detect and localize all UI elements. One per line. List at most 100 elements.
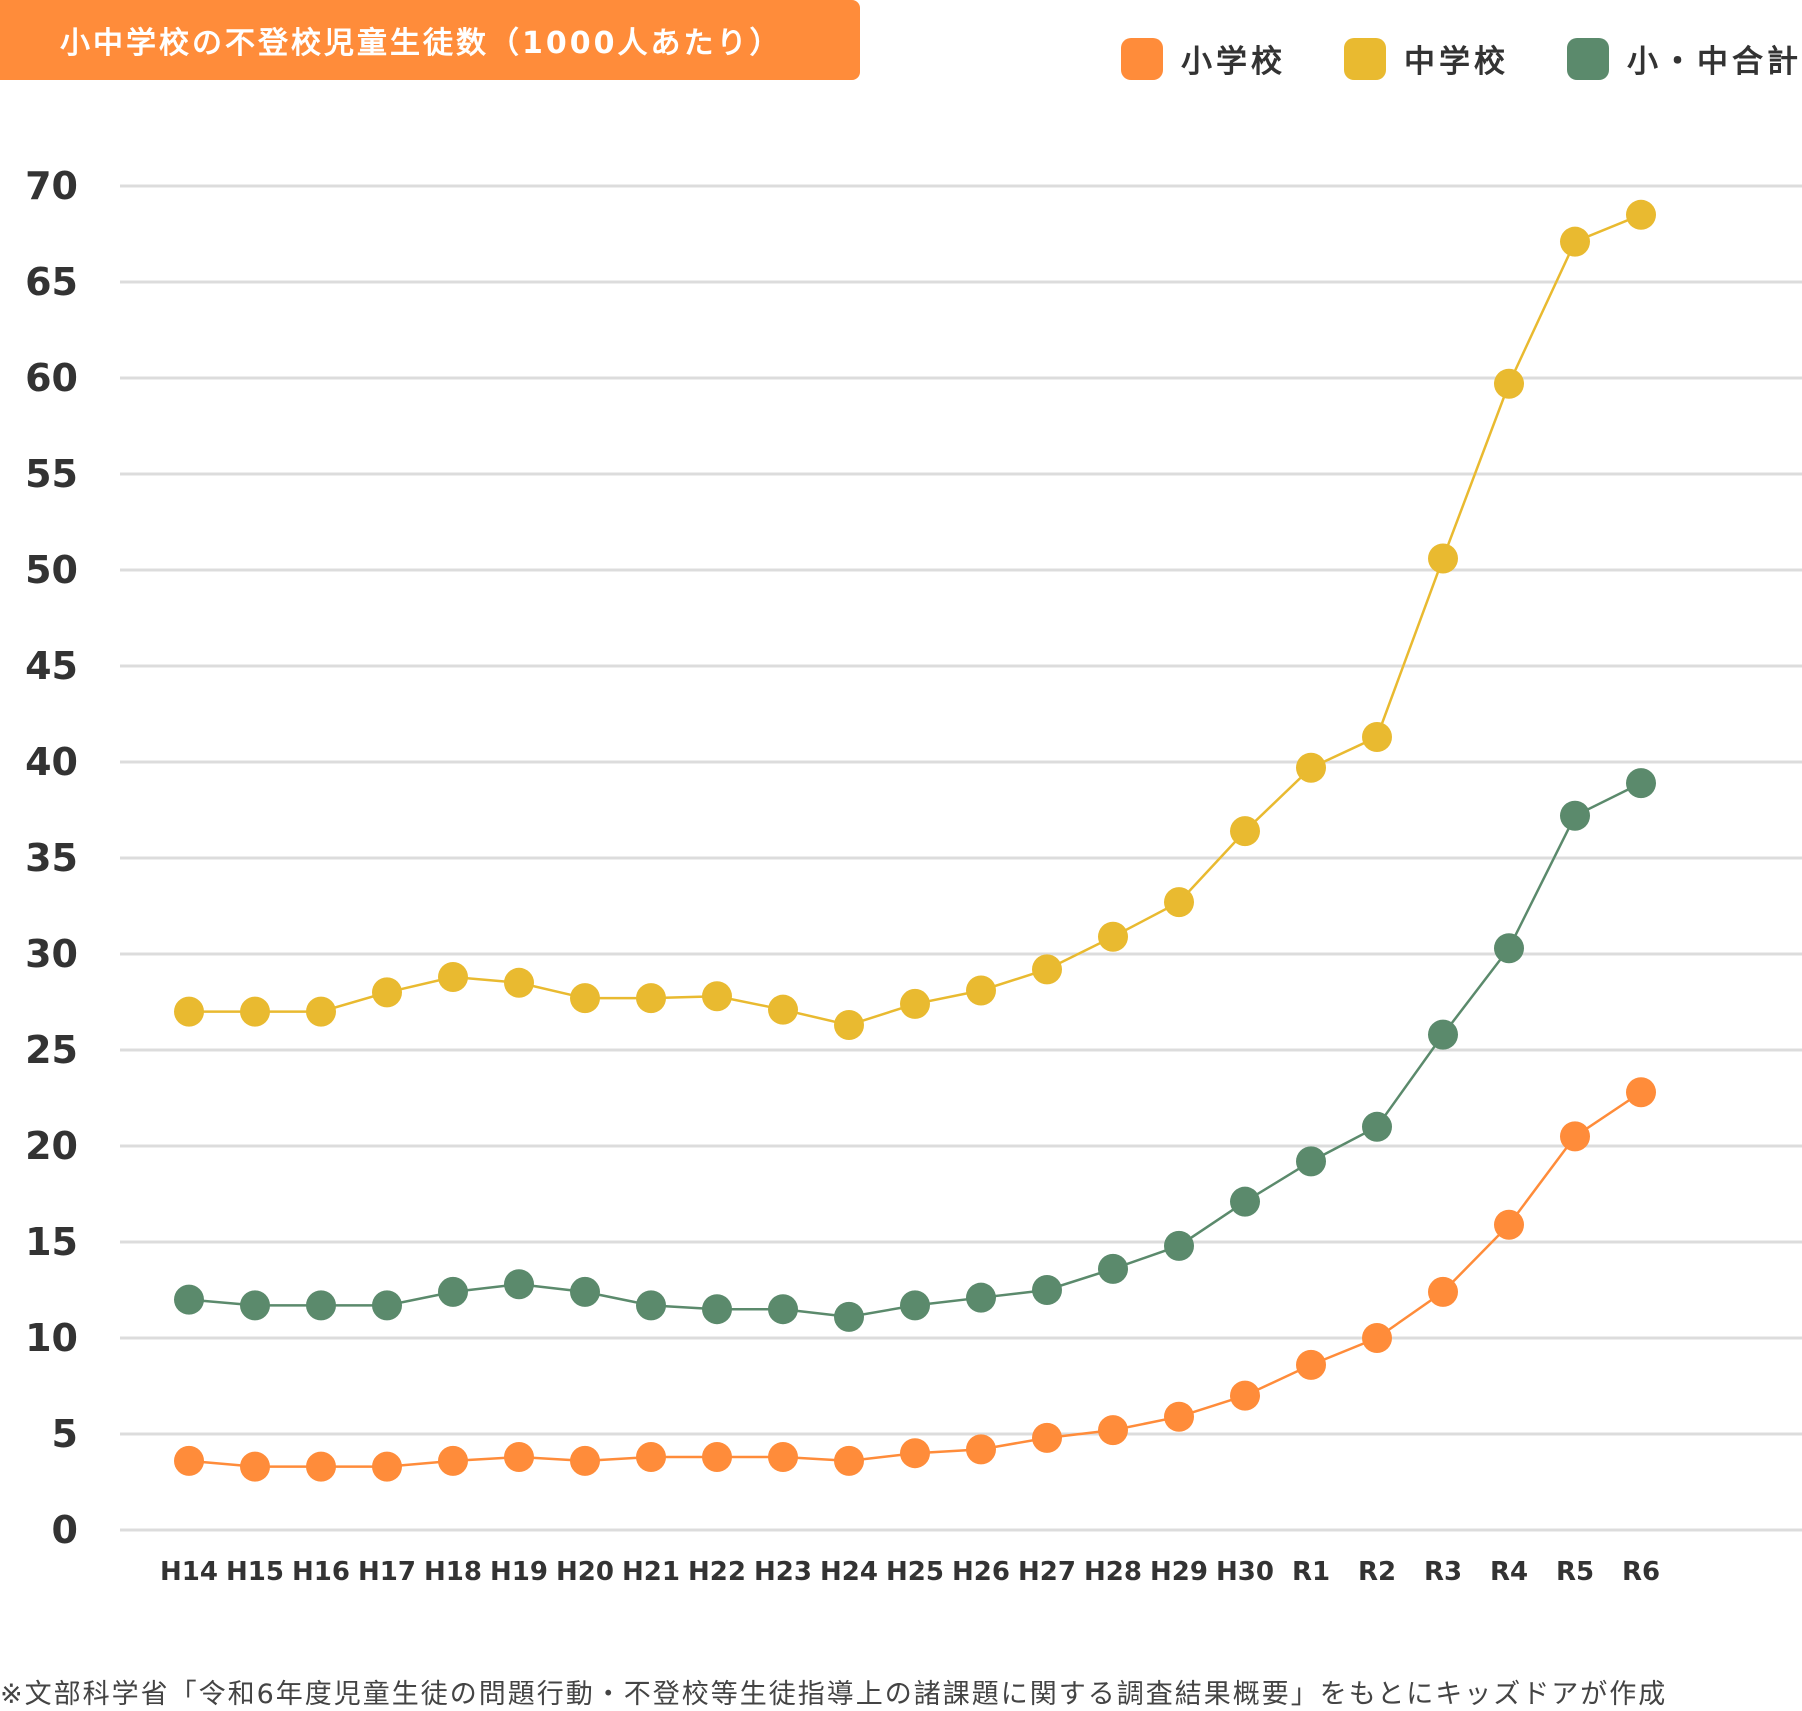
series-2-point xyxy=(1626,768,1656,799)
x-tick-label: R5 xyxy=(1556,1557,1594,1587)
legend-item-total: 小・中合計 xyxy=(1567,36,1802,81)
series-0-point xyxy=(372,1451,402,1482)
series-1-point xyxy=(702,981,732,1012)
series-1-point xyxy=(1560,226,1590,257)
legend-swatch-junior-high xyxy=(1344,37,1386,80)
x-tick-label: H18 xyxy=(424,1557,482,1587)
series-2-point xyxy=(570,1276,600,1307)
y-tick-label: 5 xyxy=(52,1412,78,1456)
series-0-point xyxy=(1626,1077,1656,1108)
series-1-point xyxy=(1494,368,1524,399)
x-tick-label: R6 xyxy=(1622,1557,1660,1587)
series-2-point xyxy=(1560,800,1590,831)
series-0-point xyxy=(966,1434,996,1465)
legend-swatch-total xyxy=(1567,37,1609,80)
y-tick-label: 40 xyxy=(25,740,78,784)
series-0-point xyxy=(1032,1422,1062,1453)
y-tick-label: 25 xyxy=(25,1028,78,1072)
series-1-point xyxy=(1164,887,1194,918)
series-1-point xyxy=(372,977,402,1008)
y-tick-label: 35 xyxy=(25,836,78,880)
series-1-point xyxy=(1626,199,1656,230)
series-0-point xyxy=(174,1445,204,1476)
series-1-point xyxy=(1428,543,1458,574)
chart-title: 小中学校の不登校児童生徒数（1000人あたり） xyxy=(0,0,860,80)
series-0-point xyxy=(306,1451,336,1482)
y-tick-label: 50 xyxy=(25,548,78,592)
series-1-point xyxy=(900,988,930,1019)
legend-label-total: 小・中合計 xyxy=(1627,44,1802,80)
series-2-point xyxy=(702,1294,732,1325)
series-2-point xyxy=(636,1290,666,1321)
series-1-point xyxy=(306,996,336,1027)
x-tick-label: H22 xyxy=(688,1557,746,1587)
series-2-point xyxy=(1032,1275,1062,1305)
x-tick-label: H21 xyxy=(622,1557,680,1587)
series-1-point xyxy=(768,994,798,1025)
series-1-point xyxy=(1296,752,1326,783)
series-2-point xyxy=(768,1294,798,1325)
y-tick-label: 65 xyxy=(25,260,78,304)
series-1-point xyxy=(636,983,666,1014)
series-0-point xyxy=(438,1445,468,1476)
legend: 小学校 中学校 小・中合計 xyxy=(1063,36,1802,81)
series-1-point xyxy=(834,1010,864,1041)
x-tick-label: R4 xyxy=(1490,1557,1528,1587)
series-2-point xyxy=(174,1284,204,1315)
series-2-point xyxy=(438,1276,468,1307)
series-0-point xyxy=(1230,1380,1260,1411)
series-1-point xyxy=(1032,954,1062,985)
y-tick-label: 20 xyxy=(25,1124,78,1168)
x-tick-label: H15 xyxy=(226,1557,284,1587)
series-2-point xyxy=(306,1290,336,1321)
legend-label-junior-high: 中学校 xyxy=(1404,44,1509,80)
series-0-point xyxy=(1098,1415,1128,1446)
series-0-point xyxy=(1428,1276,1458,1307)
y-tick-label: 0 xyxy=(52,1508,78,1552)
x-tick-label: H26 xyxy=(952,1557,1010,1587)
x-tick-label: H14 xyxy=(160,1557,218,1587)
series-0-point xyxy=(1164,1401,1194,1432)
series-1-point xyxy=(504,967,534,998)
x-tick-label: H27 xyxy=(1018,1557,1076,1587)
series-0-point xyxy=(504,1442,534,1473)
series-2-point xyxy=(1362,1111,1392,1142)
x-tick-label: H24 xyxy=(820,1557,878,1587)
series-line-1 xyxy=(189,213,1642,1027)
x-tick-label: H25 xyxy=(886,1557,944,1587)
series-0-point xyxy=(702,1442,732,1473)
x-tick-label: H28 xyxy=(1084,1557,1142,1587)
series-2-point xyxy=(372,1290,402,1321)
x-tick-label: H23 xyxy=(754,1557,812,1587)
y-tick-label: 10 xyxy=(25,1316,78,1360)
series-1-point xyxy=(1098,921,1128,952)
series-1-point xyxy=(174,996,204,1027)
series-2-point xyxy=(1494,933,1524,964)
y-tick-label: 30 xyxy=(25,932,78,976)
legend-item-junior-high: 中学校 xyxy=(1344,36,1509,81)
series-2-point xyxy=(1098,1253,1128,1284)
x-tick-label: H16 xyxy=(292,1557,350,1587)
y-tick-label: 45 xyxy=(25,644,78,688)
line-chart: 0 5 10 15 20 25 30 35 40 45 50 55 60 65 70 H14 H15 H16 H17… xyxy=(25,164,1802,1587)
series-0-point xyxy=(1560,1121,1590,1152)
x-tick-label: R1 xyxy=(1292,1557,1330,1587)
series-0-point xyxy=(900,1438,930,1469)
series-2-point xyxy=(1296,1146,1326,1177)
x-tick-label: R2 xyxy=(1358,1557,1396,1587)
y-tick-label: 15 xyxy=(25,1220,78,1264)
series-0-point xyxy=(1494,1209,1524,1240)
series-1-point xyxy=(570,983,600,1014)
series-1-point xyxy=(240,996,270,1027)
x-tick-label: R3 xyxy=(1424,1557,1462,1587)
x-tick-label: H17 xyxy=(358,1557,416,1587)
series-line-0 xyxy=(188,1091,1642,1468)
legend-label-elementary: 小学校 xyxy=(1181,44,1286,80)
x-tick-label: H20 xyxy=(556,1557,614,1587)
series-0-point xyxy=(1296,1349,1326,1380)
y-tick-label: 55 xyxy=(25,452,78,496)
series-2-point xyxy=(900,1290,930,1321)
x-tick-label: H30 xyxy=(1216,1557,1274,1587)
y-tick-label: 60 xyxy=(25,356,78,400)
legend-item-elementary: 小学校 xyxy=(1121,36,1286,81)
